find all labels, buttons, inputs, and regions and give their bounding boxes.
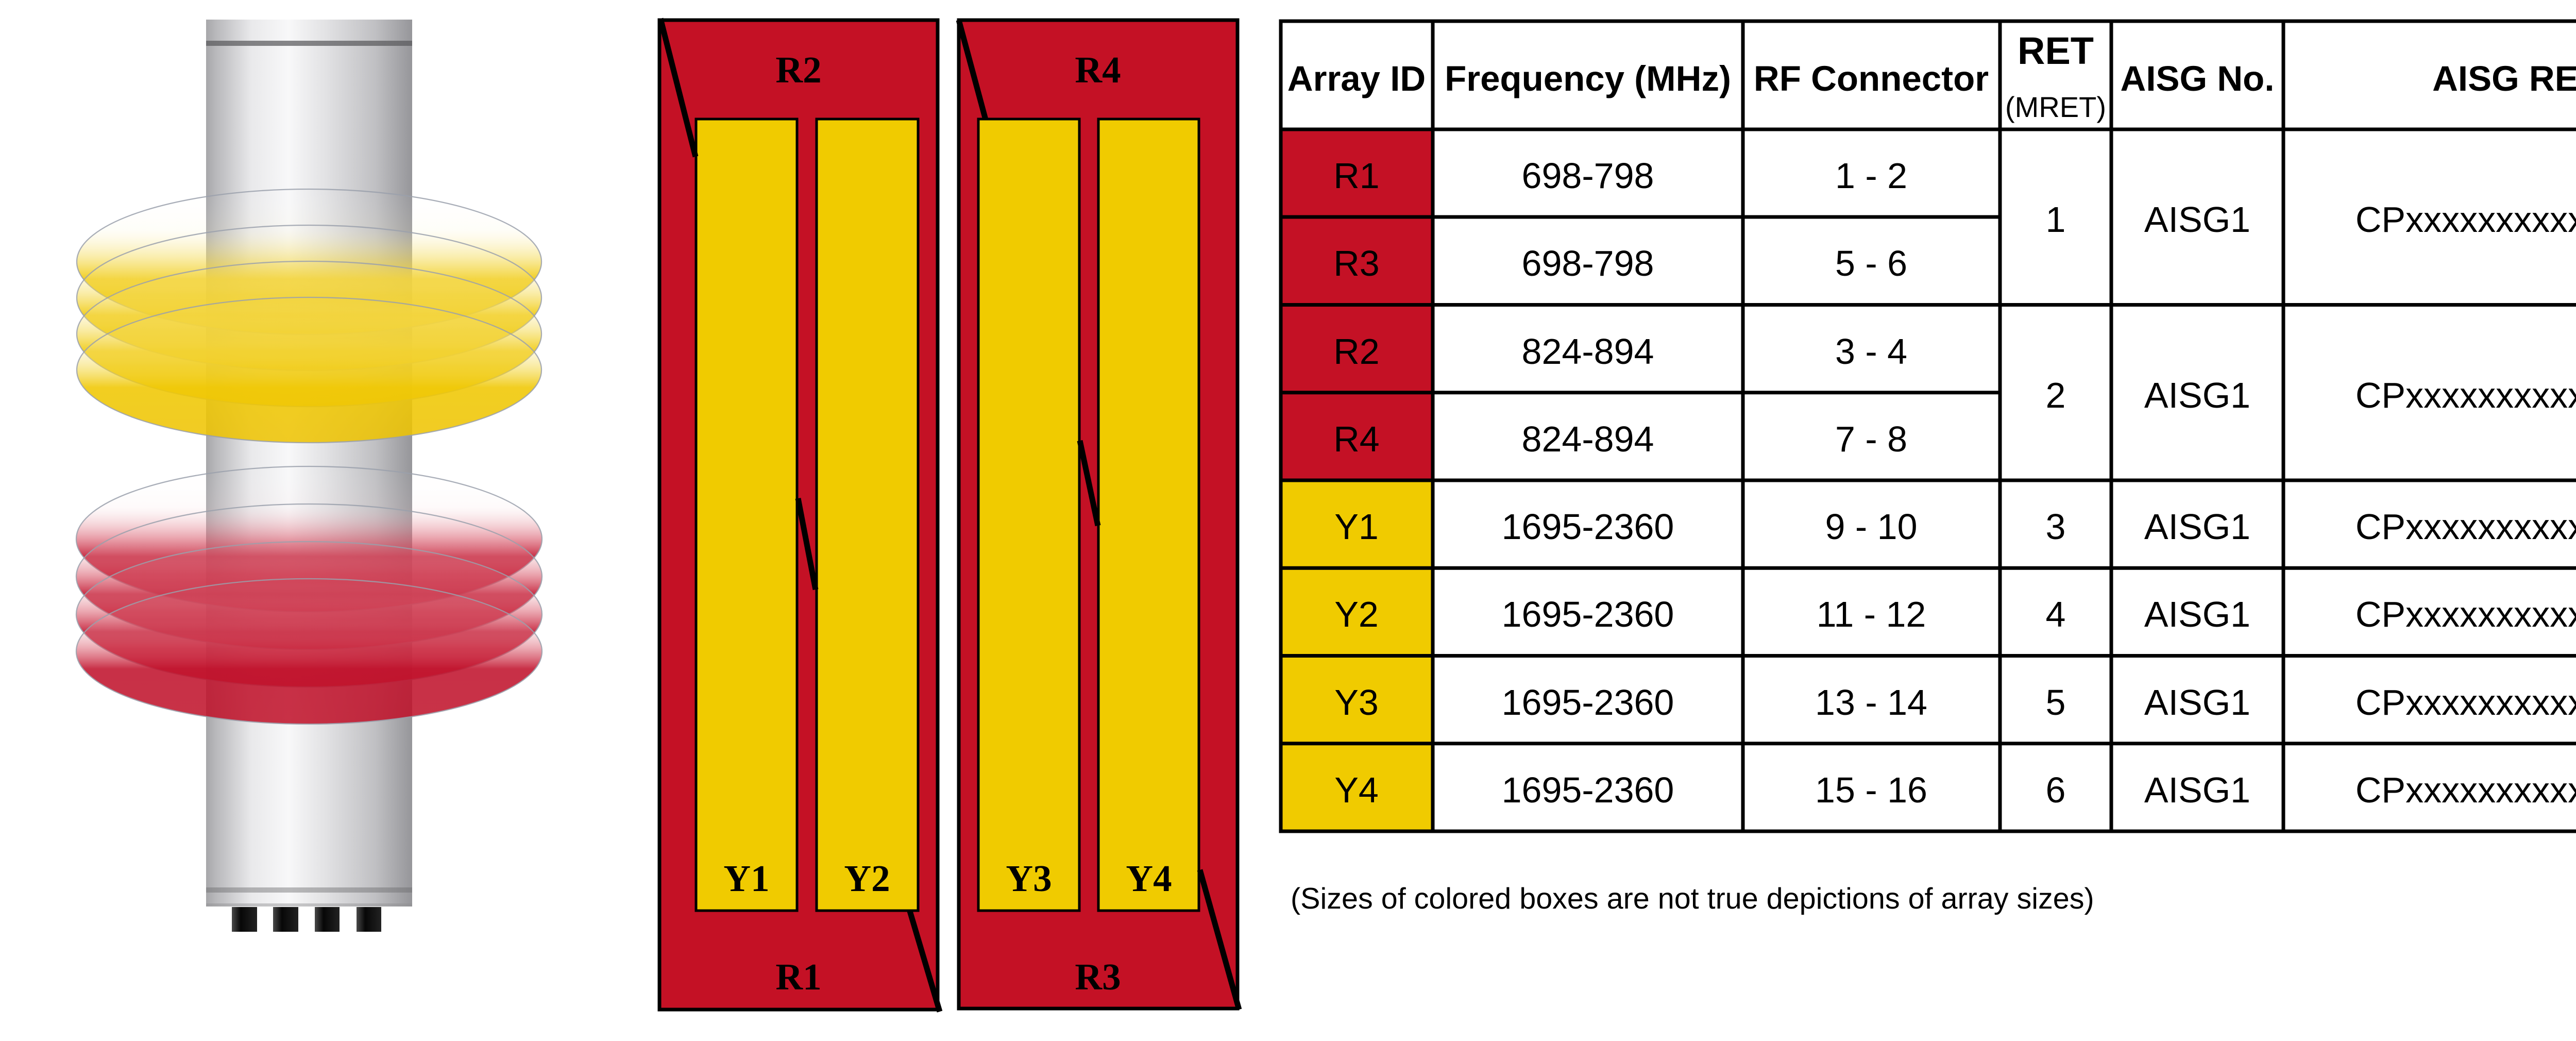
svg-text:Y4: Y4 [1334, 770, 1379, 810]
svg-text:698-798: 698-798 [1522, 243, 1654, 283]
svg-text:CPxxxxxxxxxxxxxxMM.5: CPxxxxxxxxxxxxxxMM.5 [2355, 682, 2576, 723]
svg-text:RF Connector: RF Connector [1754, 59, 1989, 98]
svg-text:15 - 16: 15 - 16 [1815, 770, 1927, 810]
svg-text:AISG RET UID: AISG RET UID [2432, 59, 2576, 98]
svg-text:AISG No.: AISG No. [2120, 59, 2274, 98]
svg-text:RET: RET [2018, 29, 2094, 72]
svg-text:7 - 8: 7 - 8 [1835, 419, 1907, 459]
svg-text:1695-2360: 1695-2360 [1502, 594, 1674, 634]
svg-text:1 - 2: 1 - 2 [1835, 156, 1907, 196]
svg-text:CPxxxxxxxxxxxxxxMM.1: CPxxxxxxxxxxxxxxMM.1 [2355, 199, 2576, 240]
svg-text:5: 5 [2046, 682, 2066, 723]
svg-text:4: 4 [2046, 594, 2066, 634]
svg-text:CPxxxxxxxxxxxxxxMM.2: CPxxxxxxxxxxxxxxMM.2 [2355, 375, 2576, 415]
svg-text:11 - 12: 11 - 12 [1817, 594, 1926, 634]
svg-text:9 - 10: 9 - 10 [1825, 507, 1918, 547]
svg-text:AISG1: AISG1 [2144, 199, 2250, 240]
svg-text:824-894: 824-894 [1522, 331, 1654, 372]
svg-text:R3: R3 [1333, 243, 1379, 283]
svg-text:Frequency (MHz): Frequency (MHz) [1445, 59, 1731, 98]
svg-text:698-798: 698-798 [1522, 156, 1654, 196]
svg-text:(Sizes of colored boxes are no: (Sizes of colored boxes are not true dep… [1291, 882, 2094, 915]
svg-text:3: 3 [2046, 507, 2066, 547]
svg-text:(MRET): (MRET) [2005, 91, 2106, 123]
svg-text:1695-2360: 1695-2360 [1502, 682, 1674, 723]
svg-text:AISG1: AISG1 [2144, 507, 2250, 547]
svg-text:AISG1: AISG1 [2144, 770, 2250, 810]
svg-text:CPxxxxxxxxxxxxxxMM.6: CPxxxxxxxxxxxxxxMM.6 [2355, 770, 2576, 810]
svg-text:Y4: Y4 [1126, 858, 1172, 899]
svg-text:6: 6 [2046, 770, 2066, 810]
svg-text:AISG1: AISG1 [2144, 594, 2250, 634]
svg-text:Y2: Y2 [1334, 594, 1379, 634]
svg-text:AISG1: AISG1 [2144, 682, 2250, 723]
svg-text:Array ID: Array ID [1287, 59, 1426, 98]
svg-text:1: 1 [2046, 199, 2066, 240]
svg-text:Y2: Y2 [844, 858, 890, 899]
svg-text:13 - 14: 13 - 14 [1815, 682, 1927, 723]
svg-text:R2: R2 [775, 49, 821, 91]
svg-text:2: 2 [2046, 375, 2066, 415]
svg-text:R4: R4 [1075, 49, 1121, 91]
svg-text:824-894: 824-894 [1522, 419, 1654, 459]
svg-text:AISG1: AISG1 [2144, 375, 2250, 415]
svg-text:CPxxxxxxxxxxxxxxMM.4: CPxxxxxxxxxxxxxxMM.4 [2355, 594, 2576, 634]
svg-text:R1: R1 [775, 956, 821, 998]
svg-text:Y3: Y3 [1006, 858, 1052, 899]
svg-text:3 - 4: 3 - 4 [1835, 331, 1907, 372]
svg-text:1695-2360: 1695-2360 [1502, 770, 1674, 810]
svg-text:R1: R1 [1333, 156, 1379, 196]
svg-text:Y1: Y1 [1334, 507, 1379, 547]
svg-text:Y1: Y1 [723, 858, 769, 899]
svg-text:R2: R2 [1333, 331, 1379, 372]
svg-text:R4: R4 [1333, 419, 1379, 459]
svg-text:Y3: Y3 [1334, 682, 1379, 723]
svg-text:5 - 6: 5 - 6 [1835, 243, 1907, 283]
svg-text:CPxxxxxxxxxxxxxxMM.3: CPxxxxxxxxxxxxxxMM.3 [2355, 507, 2576, 547]
svg-text:1695-2360: 1695-2360 [1502, 507, 1674, 547]
svg-text:R3: R3 [1075, 956, 1121, 998]
